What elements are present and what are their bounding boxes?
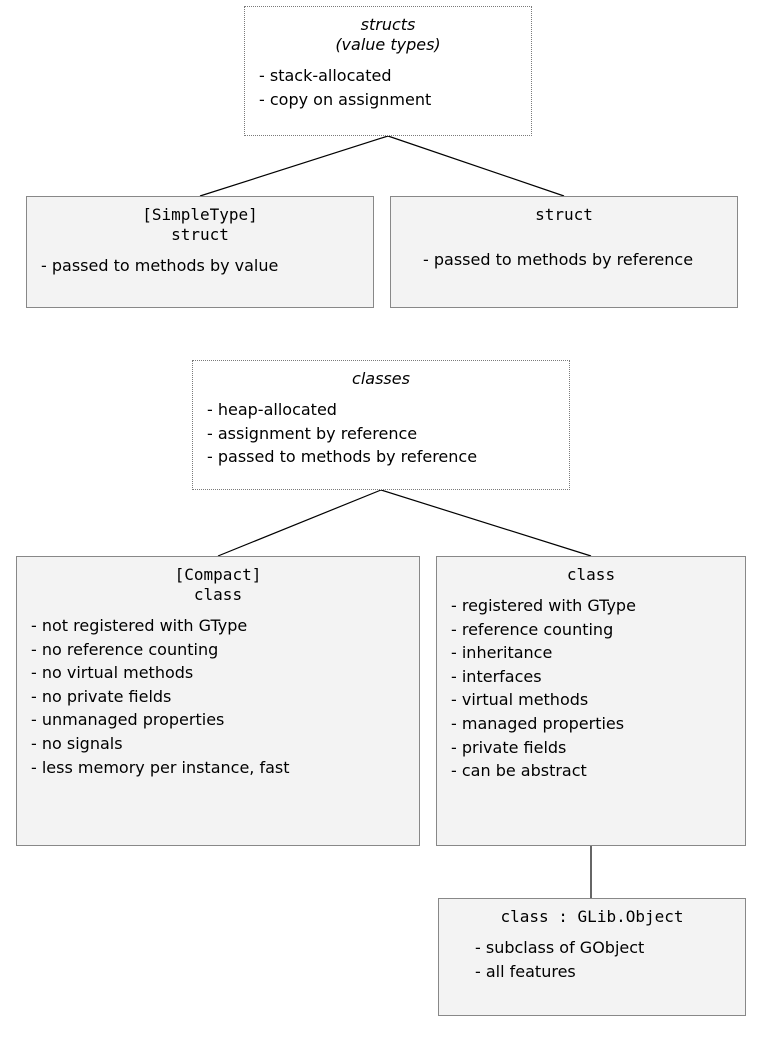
- edge-classes-compact: [218, 490, 381, 556]
- node-class-glib: class : GLib.Object subclass of GObject …: [438, 898, 746, 1016]
- node-struct: struct passed to methods by reference: [390, 196, 738, 308]
- title-structs: structs: [259, 15, 517, 35]
- title-compact-attr: [Compact]: [31, 565, 405, 585]
- title-simpletype-attr: [SimpleType]: [41, 205, 359, 225]
- edges-layer: [0, 0, 762, 1038]
- bullets-class-glib: subclass of GObject all features: [453, 937, 731, 982]
- bullets-structs: stack-allocated copy on assignment: [259, 65, 517, 110]
- node-simpletype-struct: [SimpleType] struct passed to methods by…: [26, 196, 374, 308]
- edge-classes-class: [381, 490, 591, 556]
- node-class: class registered with GType reference co…: [436, 556, 746, 846]
- title-simpletype-kw: struct: [41, 225, 359, 245]
- bullets-class: registered with GType reference counting…: [451, 595, 731, 782]
- title-compact-kw: class: [31, 585, 405, 605]
- node-classes-root: classes heap-allocated assignment by ref…: [192, 360, 570, 490]
- title-struct-kw: struct: [405, 205, 723, 225]
- edge-structs-struct: [388, 136, 564, 196]
- node-structs-root: structs (value types) stack-allocated co…: [244, 6, 532, 136]
- title-class-kw: class: [451, 565, 731, 585]
- bullets-simpletype: passed to methods by value: [41, 255, 359, 277]
- bullets-struct: passed to methods by reference: [405, 249, 723, 271]
- bullets-compact: not registered with GType no reference c…: [31, 615, 405, 778]
- subtitle-structs: (value types): [259, 35, 517, 55]
- title-class-glib: class : GLib.Object: [453, 907, 731, 927]
- edge-structs-simpletype: [200, 136, 388, 196]
- bullets-classes: heap-allocated assignment by reference p…: [207, 399, 555, 468]
- node-compact-class: [Compact] class not registered with GTyp…: [16, 556, 420, 846]
- title-classes: classes: [207, 369, 555, 389]
